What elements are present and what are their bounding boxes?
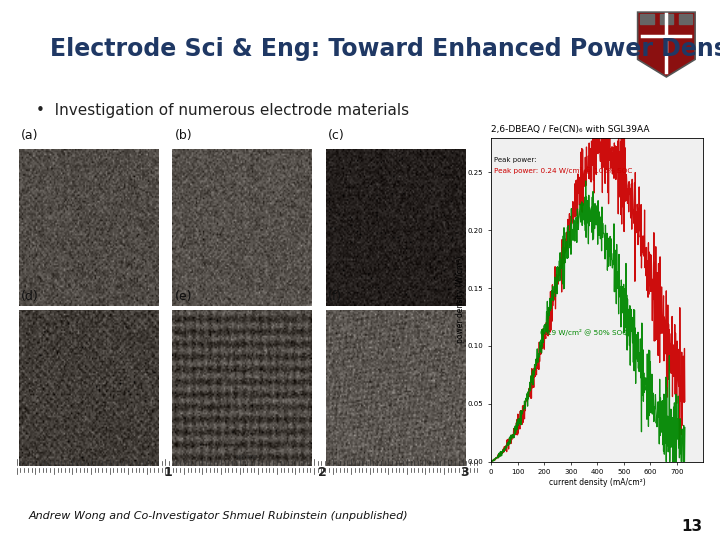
Text: Electrode Sci & Eng: Toward Enhanced Power Density: Electrode Sci & Eng: Toward Enhanced Pow…	[50, 37, 720, 60]
Text: 2,6-DBEAQ / Fe(CN)₆ with SGL39AA: 2,6-DBEAQ / Fe(CN)₆ with SGL39AA	[491, 125, 649, 134]
Text: 13: 13	[681, 519, 702, 534]
Text: •  Investigation of numerous electrode materials: • Investigation of numerous electrode ma…	[36, 103, 409, 118]
Text: (f): (f)	[328, 289, 342, 302]
Bar	[679, 14, 693, 24]
Text: (d): (d)	[21, 289, 39, 302]
Text: (a): (a)	[21, 129, 39, 142]
Text: Peak power:: Peak power:	[494, 157, 539, 164]
Text: 3: 3	[461, 467, 469, 480]
Text: Peak power: 0.24 W/cm² @ 100% SOC: Peak power: 0.24 W/cm² @ 100% SOC	[494, 167, 632, 174]
Text: 2: 2	[318, 467, 327, 480]
Text: (b): (b)	[174, 129, 192, 142]
Bar	[660, 14, 673, 24]
X-axis label: current density (mA/cm²): current density (mA/cm²)	[549, 478, 646, 487]
Bar	[640, 14, 654, 24]
Polygon shape	[638, 12, 695, 77]
Text: 1: 1	[163, 467, 172, 480]
Text: 0.19 W/cm² @ 50% SOC: 0.19 W/cm² @ 50% SOC	[540, 329, 627, 336]
Text: (c): (c)	[328, 129, 344, 142]
Text: (e): (e)	[174, 289, 192, 302]
Text: NO 300: NO 300	[236, 455, 257, 461]
Text: Andrew Wong and Co-Investigator Shmuel Rubinstein (unpublished): Andrew Wong and Co-Investigator Shmuel R…	[29, 511, 408, 521]
Y-axis label: power density (W/cm²): power density (W/cm²)	[456, 256, 465, 343]
